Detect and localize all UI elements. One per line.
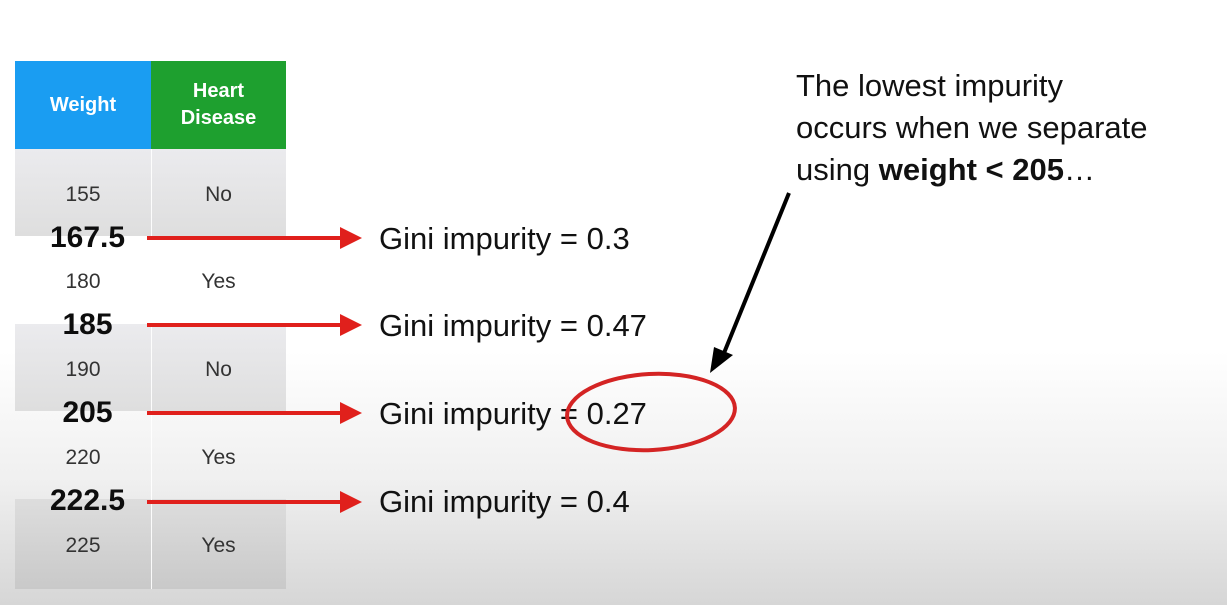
threshold-value: 167.5 (49, 221, 126, 254)
weight-cell: 190 (65, 358, 101, 381)
highlight-circle (565, 371, 737, 453)
heart-disease-cell: No (205, 183, 232, 206)
threshold-value: 185 (62, 308, 113, 341)
gini-impurity-result: Gini impurity = 0.4 (379, 484, 630, 519)
gini-impurity-result: Gini impurity = 0.47 (379, 308, 647, 343)
note-line-1: The lowest impurity (796, 68, 1064, 103)
weight-column-header: Weight (15, 61, 151, 149)
row-band (15, 324, 286, 411)
note-line-2: occurs when we separate (796, 110, 1148, 145)
weight-cell: 220 (65, 446, 101, 469)
row-band (15, 149, 286, 236)
heart-disease-column-header: Heart Disease (151, 61, 286, 149)
heart-disease-cell: Yes (201, 446, 236, 469)
threshold-value: 222.5 (49, 484, 126, 517)
weight-cell: 180 (65, 270, 101, 293)
red-arrow (147, 314, 362, 336)
note-line-3: using weight < 205… (796, 149, 1148, 191)
heart-disease-cell: No (205, 358, 232, 381)
threshold-value: 205 (62, 396, 113, 429)
red-arrow (147, 402, 362, 424)
note-bold-condition: weight < 205 (878, 152, 1064, 187)
black-pointer-arrow (710, 192, 791, 373)
gini-impurity-result: Gini impurity = 0.27 (379, 396, 647, 431)
gini-impurity-result: Gini impurity = 0.3 (379, 221, 630, 256)
weight-cell: 155 (65, 183, 101, 206)
heart-disease-cell: Yes (201, 534, 236, 557)
heart-disease-header-label: Heart Disease (180, 80, 257, 129)
red-arrow (147, 491, 362, 513)
weight-cell: 225 (65, 534, 101, 557)
note-prefix: using (796, 152, 879, 187)
lowest-impurity-note: The lowest impurity occurs when we separ… (796, 65, 1148, 191)
heart-disease-cell: Yes (201, 270, 236, 293)
note-suffix: … (1063, 152, 1095, 187)
weight-header-label: Weight (49, 93, 117, 116)
weight-heart-disease-table: Weight Heart Disease (15, 61, 286, 589)
red-arrow (147, 227, 362, 249)
column-divider (151, 149, 152, 589)
row-band (15, 499, 286, 589)
